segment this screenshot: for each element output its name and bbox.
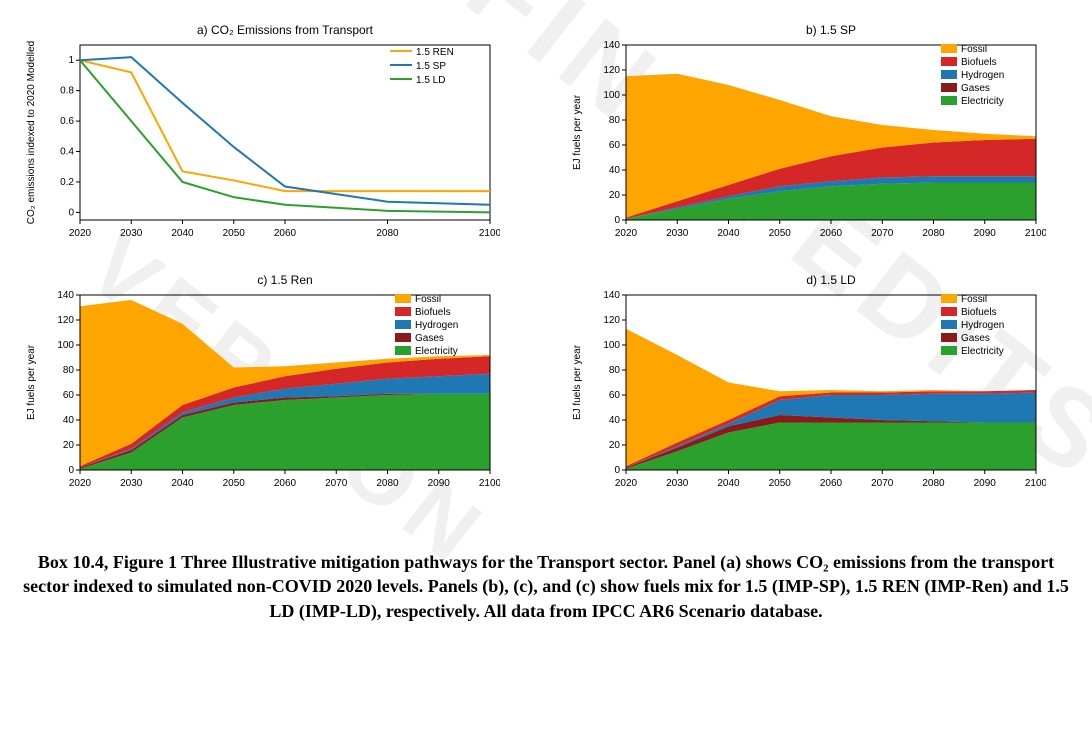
svg-text:2040: 2040 — [171, 228, 194, 239]
svg-text:40: 40 — [63, 415, 75, 426]
svg-text:Electricity: Electricity — [415, 346, 458, 357]
svg-text:Gases: Gases — [961, 83, 990, 94]
svg-text:1: 1 — [68, 55, 74, 66]
svg-text:CO₂ emissions indexed to 2020: CO₂ emissions indexed to 2020 Modelled — [26, 41, 37, 224]
svg-text:0.2: 0.2 — [60, 177, 74, 188]
svg-text:Fossil: Fossil — [961, 44, 987, 55]
svg-text:EJ fuels per year: EJ fuels per year — [572, 94, 583, 170]
svg-text:1.5 REN: 1.5 REN — [416, 47, 454, 58]
svg-text:2020: 2020 — [615, 228, 638, 239]
panel-d: 0204060801001201402020203020402050206020… — [566, 270, 1046, 500]
svg-text:2030: 2030 — [120, 228, 143, 239]
svg-text:Biofuels: Biofuels — [961, 57, 997, 68]
svg-text:Fossil: Fossil — [415, 294, 441, 305]
svg-text:2090: 2090 — [974, 478, 997, 489]
svg-text:Electricity: Electricity — [961, 96, 1004, 107]
svg-text:80: 80 — [63, 365, 75, 376]
svg-text:2090: 2090 — [974, 228, 997, 239]
svg-text:b) 1.5 SP: b) 1.5 SP — [806, 23, 856, 37]
svg-text:2080: 2080 — [376, 228, 399, 239]
svg-text:1.5 LD: 1.5 LD — [416, 75, 445, 86]
svg-text:60: 60 — [63, 390, 75, 401]
svg-text:2020: 2020 — [615, 478, 638, 489]
svg-text:2080: 2080 — [922, 228, 945, 239]
svg-text:20: 20 — [63, 440, 75, 451]
svg-text:1.5 SP: 1.5 SP — [416, 61, 446, 72]
svg-text:Biofuels: Biofuels — [415, 307, 451, 318]
svg-text:2050: 2050 — [769, 228, 792, 239]
chart-grid: 00.20.40.60.8120202030204020502060208021… — [20, 20, 1072, 500]
svg-text:2080: 2080 — [376, 478, 399, 489]
svg-text:0.8: 0.8 — [60, 86, 74, 97]
svg-text:a) CO₂ Emissions from Transpor: a) CO₂ Emissions from Transport — [197, 23, 374, 37]
panel-b: 0204060801001201402020203020402050206020… — [566, 20, 1046, 250]
svg-text:Biofuels: Biofuels — [961, 307, 997, 318]
svg-text:2100: 2100 — [1025, 228, 1046, 239]
svg-text:2070: 2070 — [325, 478, 348, 489]
svg-text:100: 100 — [603, 90, 620, 101]
svg-text:0: 0 — [614, 215, 620, 226]
svg-text:0: 0 — [68, 465, 74, 476]
svg-text:2030: 2030 — [666, 228, 689, 239]
svg-text:0.4: 0.4 — [60, 147, 74, 158]
svg-text:2050: 2050 — [223, 228, 246, 239]
svg-text:EJ fuels per year: EJ fuels per year — [26, 344, 37, 420]
svg-text:2060: 2060 — [274, 228, 297, 239]
svg-text:0: 0 — [614, 465, 620, 476]
svg-text:2040: 2040 — [717, 228, 740, 239]
svg-text:2080: 2080 — [922, 478, 945, 489]
svg-text:2070: 2070 — [871, 478, 894, 489]
svg-text:2060: 2060 — [820, 228, 843, 239]
figure-caption: Box 10.4, Figure 1 Three Illustrative mi… — [20, 550, 1072, 623]
svg-text:Fossil: Fossil — [961, 294, 987, 305]
svg-text:2060: 2060 — [274, 478, 297, 489]
svg-text:d) 1.5 LD: d) 1.5 LD — [806, 273, 856, 287]
svg-text:2090: 2090 — [428, 478, 451, 489]
svg-text:2100: 2100 — [1025, 478, 1046, 489]
panel-a: 0 0.2 0.4 0.6 0.8 1 2020 2030 2040 2050 2060 2080 21… — [20, 20, 500, 250]
svg-text:Hydrogen: Hydrogen — [961, 320, 1004, 331]
svg-text:100: 100 — [603, 340, 620, 351]
svg-text:Gases: Gases — [415, 333, 444, 344]
svg-text:0.6: 0.6 — [60, 116, 74, 127]
svg-text:120: 120 — [603, 65, 620, 76]
svg-text:120: 120 — [57, 315, 74, 326]
svg-text:140: 140 — [603, 290, 620, 301]
svg-text:20: 20 — [609, 190, 621, 201]
svg-text:2030: 2030 — [666, 478, 689, 489]
svg-text:EJ fuels per year: EJ fuels per year — [572, 344, 583, 420]
svg-text:60: 60 — [609, 140, 621, 151]
svg-text:40: 40 — [609, 165, 621, 176]
svg-text:2100: 2100 — [479, 478, 500, 489]
svg-text:2030: 2030 — [120, 478, 143, 489]
svg-text:2100: 2100 — [479, 228, 500, 239]
svg-text:140: 140 — [57, 290, 74, 301]
svg-text:20: 20 — [609, 440, 621, 451]
svg-text:c) 1.5 Ren: c) 1.5 Ren — [257, 273, 312, 287]
svg-text:2020: 2020 — [69, 478, 92, 489]
svg-text:100: 100 — [57, 340, 74, 351]
svg-text:140: 140 — [603, 40, 620, 51]
svg-text:2050: 2050 — [223, 478, 246, 489]
svg-text:80: 80 — [609, 365, 621, 376]
svg-text:40: 40 — [609, 415, 621, 426]
svg-text:80: 80 — [609, 115, 621, 126]
svg-text:Gases: Gases — [961, 333, 990, 344]
panel-c: 0204060801001201402020203020402050206020… — [20, 270, 500, 500]
svg-text:2050: 2050 — [769, 478, 792, 489]
svg-text:Electricity: Electricity — [961, 346, 1004, 357]
svg-text:2020: 2020 — [69, 228, 92, 239]
svg-text:2040: 2040 — [717, 478, 740, 489]
svg-text:60: 60 — [609, 390, 621, 401]
svg-text:2040: 2040 — [171, 478, 194, 489]
svg-text:0: 0 — [68, 207, 74, 218]
svg-text:120: 120 — [603, 315, 620, 326]
svg-text:Hydrogen: Hydrogen — [961, 70, 1004, 81]
svg-text:2060: 2060 — [820, 478, 843, 489]
svg-text:2070: 2070 — [871, 228, 894, 239]
svg-text:Hydrogen: Hydrogen — [415, 320, 458, 331]
